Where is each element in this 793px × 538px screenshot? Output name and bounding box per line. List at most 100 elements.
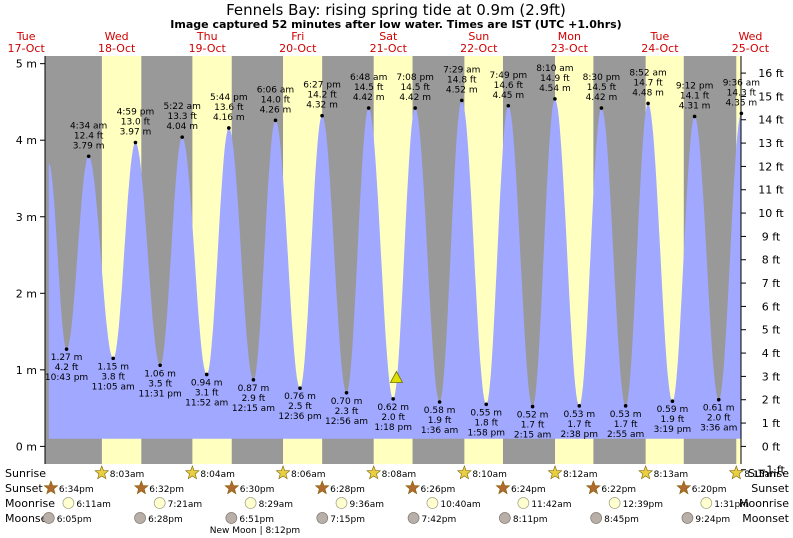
sunrise-time: 8:10am — [472, 470, 507, 480]
moonrise-icon — [426, 497, 439, 509]
low-tide-feet: 3.1 ft — [195, 388, 219, 398]
y-tick-label-right: 6 ft — [762, 300, 781, 313]
high-tide-feet: 14.0 ft — [261, 95, 291, 105]
row-label-moonrise-left: Moonrise — [5, 497, 55, 510]
high-tide-feet: 14.9 ft — [540, 74, 570, 84]
high-tide-time: 6:48 am — [350, 73, 387, 83]
sunrise-icon — [547, 465, 563, 480]
tide-event-dot — [530, 404, 535, 409]
tide-curve — [48, 98, 742, 439]
day-label-name: Thu — [196, 30, 218, 43]
current-level-triangle — [389, 370, 404, 383]
sunrise-icon — [184, 465, 200, 480]
day-label-name: Wed — [105, 30, 129, 43]
tide-event-dot — [716, 397, 721, 402]
tide-event-dot — [64, 347, 69, 351]
tide-event-dot — [227, 126, 231, 130]
y-tick-label-right: 8 ft — [762, 254, 781, 267]
low-tide-time: 2:15 am — [514, 431, 551, 441]
high-tide-feet: 14.7 ft — [633, 78, 663, 88]
low-tide-feet: 1.7 ft — [567, 420, 591, 430]
high-tide-metres: 4.48 m — [632, 88, 664, 98]
low-tide-feet: 1.7 ft — [614, 420, 638, 430]
tide-event-dot — [646, 101, 650, 106]
moonrise-time: 6:11am — [76, 500, 111, 510]
moonset-time: 6:05pm — [57, 515, 92, 525]
day-label-name: Wed — [738, 30, 762, 43]
low-tide-time: 12:56 am — [325, 417, 368, 427]
low-tide-time: 12:15 am — [232, 404, 275, 414]
moonrise-icon — [517, 497, 530, 509]
y-tick-label-right: 13 ft — [758, 137, 784, 150]
moonrise-time: 7:21am — [168, 500, 203, 510]
day-label-name: Sat — [379, 30, 398, 43]
moonrise-time: 10:40am — [440, 500, 480, 510]
y-tick-label-right: 11 ft — [758, 184, 784, 197]
y-tick-label-left: 1 m — [16, 364, 37, 377]
tide-event-dot — [366, 106, 371, 110]
high-tide-time: 5:44 pm — [210, 93, 248, 103]
moonset-time: 6:28pm — [148, 515, 183, 525]
sunrise-time: 8:12am — [563, 470, 598, 480]
sunset-icon — [585, 480, 601, 495]
day-label-date: 23-Oct — [551, 42, 589, 55]
row-label-sunrise-right: Sunrise — [748, 467, 789, 480]
low-tide-feet: 2.0 ft — [381, 413, 405, 423]
low-tide-time: 1:36 am — [421, 426, 458, 436]
row-label-moonrise-right: Moonrise — [739, 497, 789, 510]
high-tide-time: 9:36 am — [723, 78, 760, 88]
y-tick-label-right: 14 ft — [758, 114, 784, 127]
sunset-icon — [405, 480, 421, 495]
high-tide-time: 6:27 pm — [303, 81, 341, 91]
low-tide-time: 3:36 am — [700, 424, 737, 434]
moonset-icon — [590, 512, 602, 524]
low-tide-time: 10:43 pm — [45, 373, 88, 383]
high-tide-feet: 14.1 ft — [680, 91, 710, 101]
y-tick-label-right: 9 ft — [762, 230, 781, 243]
high-tide-metres: 4.31 m — [679, 101, 711, 111]
moonrise-icon — [335, 497, 348, 509]
high-tide-metres: 4.35 m — [726, 98, 758, 108]
sunrise-time: 8:08am — [382, 470, 417, 480]
low-tide-metres: 0.61 m — [703, 404, 735, 414]
sunset-time: 6:28pm — [330, 485, 365, 495]
low-tide-time: 11:05 am — [92, 382, 135, 392]
sunrise-icon — [366, 465, 382, 480]
chart-subtitle: Image captured 52 minutes after low wate… — [170, 18, 621, 31]
day-label-date: 18-Oct — [98, 42, 136, 55]
low-tide-feet: 1.9 ft — [661, 415, 685, 425]
tide-event-dot — [298, 386, 302, 391]
tide-event-dot — [623, 404, 628, 408]
tide-event-dot — [133, 140, 138, 145]
high-tide-metres: 4.52 m — [446, 85, 478, 95]
high-tide-metres: 4.45 m — [492, 91, 524, 101]
sunset-icon — [133, 480, 149, 495]
tide-event-dot — [320, 113, 324, 118]
sunset-icon — [314, 480, 330, 495]
moonrise-time: 9:36am — [350, 500, 385, 510]
low-tide-time: 11:31 pm — [138, 389, 181, 399]
high-tide-metres: 4.42 m — [586, 93, 618, 103]
sunrise-time: 8:13am — [654, 470, 689, 480]
moonset-icon — [681, 512, 694, 524]
day-label-date: 21-Oct — [370, 42, 408, 55]
sunset-time: 6:20pm — [692, 485, 727, 495]
low-tide-time: 1:18 pm — [374, 423, 412, 433]
moonset-time: 8:45pm — [604, 515, 639, 525]
low-tide-metres: 0.59 m — [657, 405, 689, 415]
row-label-moonset-left: Moonset — [5, 512, 52, 525]
y-tick-label-right: −1 ft — [757, 464, 785, 477]
moonrise-time: 8:29am — [259, 500, 294, 510]
moonset-time: 9:24pm — [695, 515, 730, 525]
y-axis-feet: −1 ft 0 ft 1 ft 2 ft 3 ft 4 ft 5 ft 6 ft 7 ft 8 f… — [740, 56, 786, 477]
moonrise-icon — [700, 497, 713, 509]
y-tick-label-left: 0 m — [16, 440, 37, 453]
y-tick-label-left: 5 m — [16, 58, 37, 71]
high-tide-feet: 14.8 ft — [447, 75, 477, 85]
moonset-time: 7:42pm — [422, 515, 457, 525]
moonset-icon — [499, 512, 511, 524]
high-tide-time: 7:49 pm — [490, 71, 528, 81]
high-tide-feet: 13.3 ft — [167, 112, 197, 122]
